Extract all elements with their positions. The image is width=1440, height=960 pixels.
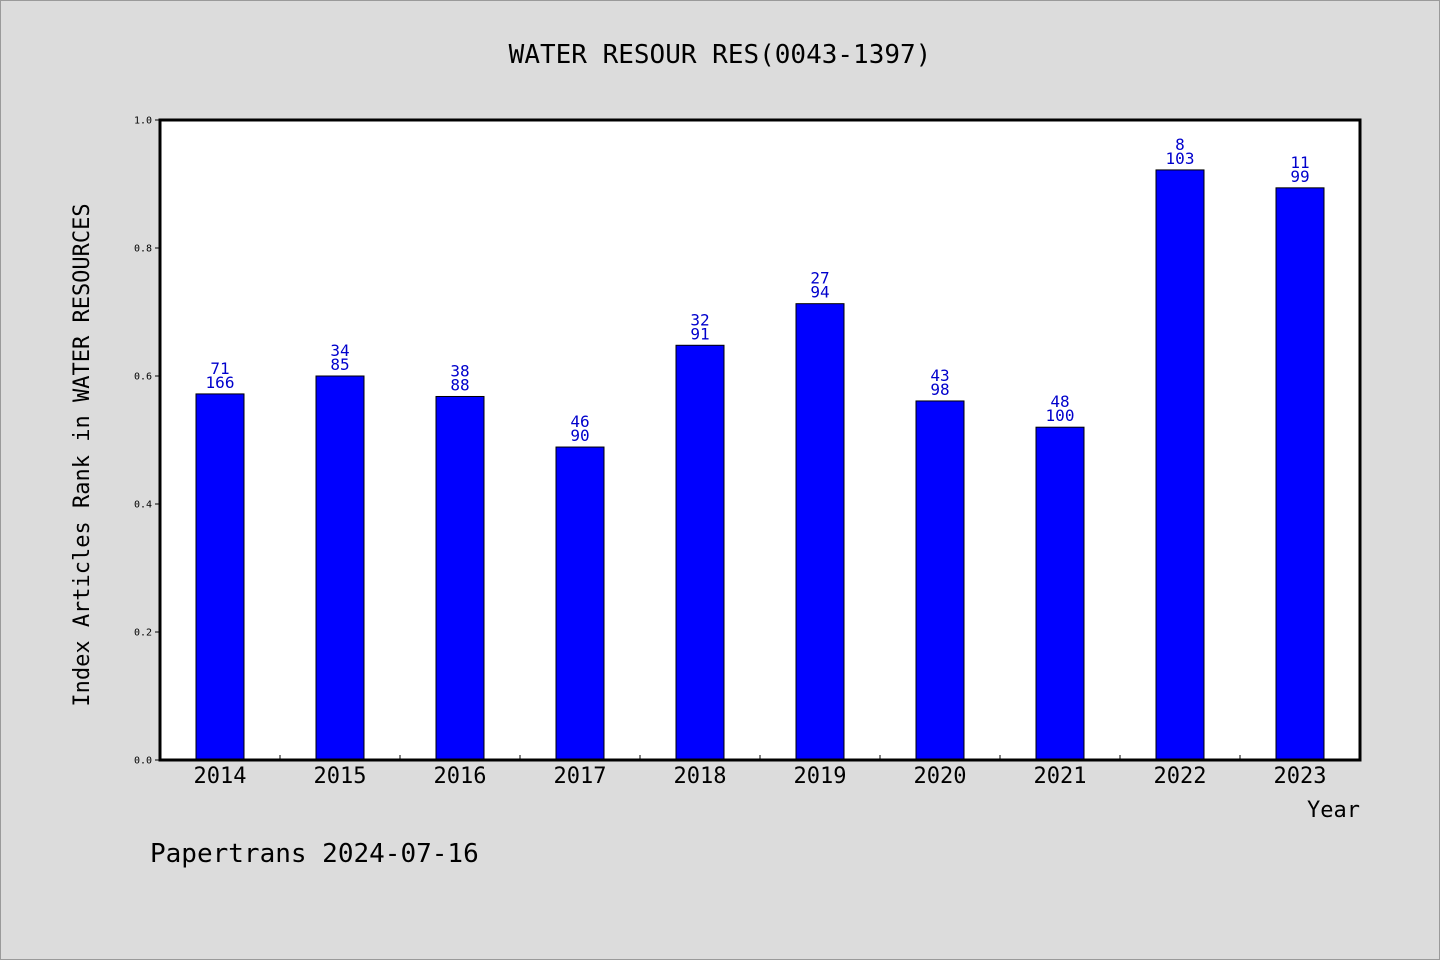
footer-credit: Papertrans 2024-07-16: [150, 839, 479, 869]
x-axis-label: Year: [1307, 798, 1360, 823]
bar-2021: [1035, 426, 1085, 761]
x-tick-label: 2014: [194, 764, 247, 789]
rank-label: 71: [210, 359, 229, 378]
total-label: 94: [810, 283, 829, 302]
rank-label: 46: [570, 412, 589, 431]
x-tick-label: 2022: [1154, 764, 1207, 789]
x-tick-label: 2021: [1034, 764, 1087, 789]
total-label: 85: [330, 355, 349, 374]
total-label: 166: [206, 373, 235, 392]
y-tick-label: 0.6: [134, 372, 152, 383]
plot-border: [158, 118, 1362, 762]
y-tick-label: 0.0: [134, 756, 152, 767]
rank-label: 34: [330, 341, 349, 360]
rank-label: 48: [1050, 392, 1069, 411]
y-tick-label: 1.0: [134, 116, 152, 127]
bar-2020: [915, 400, 965, 761]
total-label: 100: [1046, 406, 1075, 425]
bar-2014: [195, 393, 245, 761]
total-label: 91: [690, 324, 709, 343]
total-label: 90: [570, 426, 589, 445]
x-tick-label: 2017: [554, 764, 607, 789]
bar-2015: [315, 375, 365, 761]
bar-2016: [435, 395, 485, 761]
total-label: 88: [450, 375, 469, 394]
rank-label: 11: [1290, 153, 1309, 172]
y-tick-label: 0.8: [134, 244, 152, 255]
rank-label: 27: [810, 269, 829, 288]
x-tick-label: 2019: [794, 764, 847, 789]
bar-2019: [795, 303, 845, 761]
y-tick-label: 0.4: [134, 500, 152, 511]
total-label: 103: [1166, 149, 1195, 168]
y-axis-label: Index Articles Rank in WATER RESOURCES: [70, 203, 95, 706]
y-tick-label: 0.2: [134, 628, 152, 639]
x-tick-label: 2020: [914, 764, 967, 789]
y-axis: 0.0 0.2 0.4 0.6 0.8 1.0: [134, 116, 160, 767]
x-tick-label: 2023: [1274, 764, 1327, 789]
x-tick-label: 2018: [674, 764, 727, 789]
bar-2018: [675, 344, 725, 761]
total-label: 98: [930, 380, 949, 399]
x-tick-label: 2016: [434, 764, 487, 789]
rank-label: 32: [690, 310, 709, 329]
bar-2017: [555, 446, 605, 761]
rank-label: 38: [450, 361, 469, 380]
rank-label: 43: [930, 366, 949, 385]
bar-2022: [1155, 169, 1205, 761]
x-tick-label: 2015: [314, 764, 367, 789]
bar-2023: [1275, 187, 1325, 761]
total-label: 99: [1290, 167, 1309, 186]
x-axis: 2014 2015 2016 2017 2018 2019 2020 2021 2022 2023: [194, 755, 1327, 789]
rank-label: 8: [1175, 135, 1185, 154]
chart-title: WATER RESOUR RES(0043-1397): [509, 40, 932, 70]
bars-layer: [195, 169, 1325, 761]
